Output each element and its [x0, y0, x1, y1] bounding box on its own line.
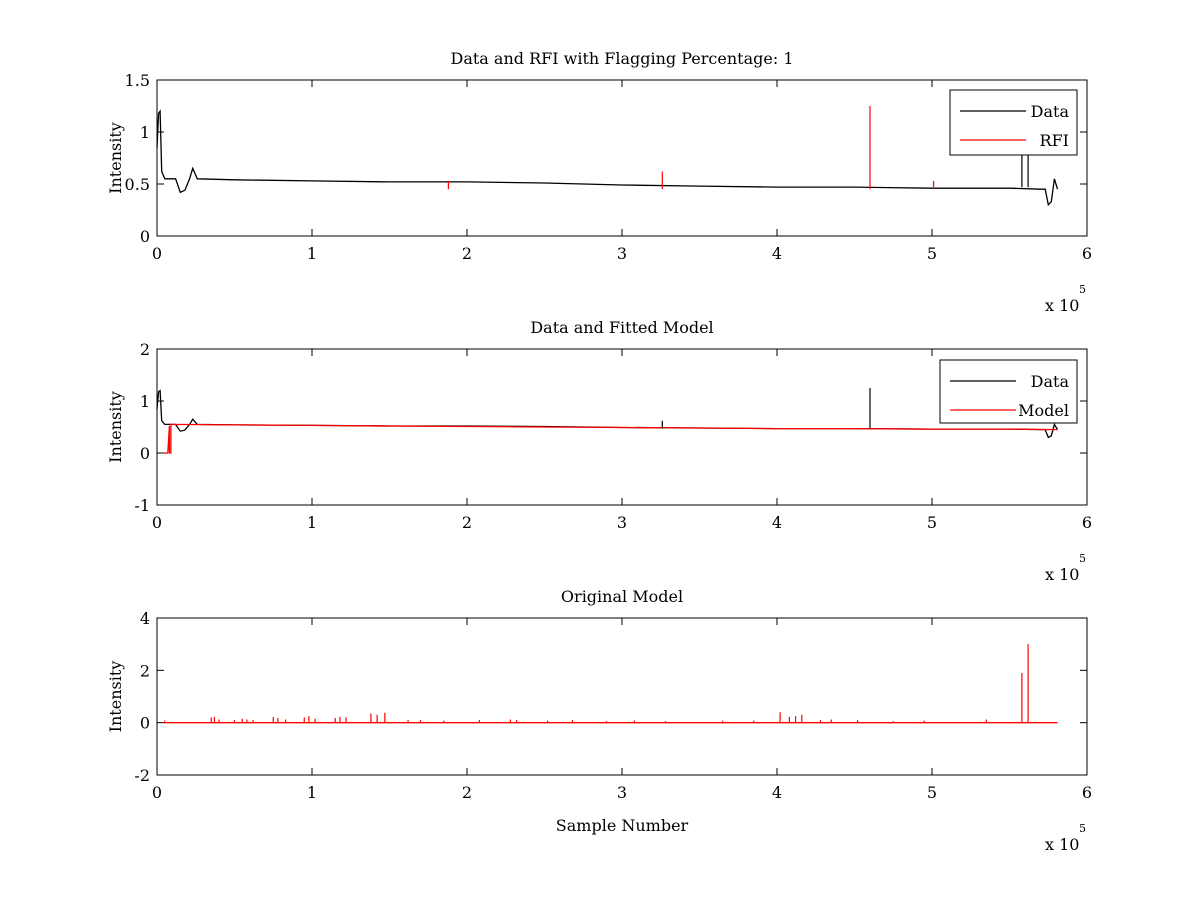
plot-1-x-tick-label: 5 [927, 244, 937, 263]
plot-2-x-tick-label: 0 [152, 513, 162, 532]
plot-1-y-tick-label: 0.5 [125, 175, 150, 194]
plot-2-x-tick-label: 2 [462, 513, 472, 532]
plot-2-legend-label-model: Model [1018, 401, 1069, 420]
plot-1-series-data-line [156, 109, 1059, 207]
plot-2-x-tick-label: 3 [617, 513, 627, 532]
plot-2-legend-label-data: Data [1031, 372, 1070, 391]
plot-3-y-tick-label: -2 [134, 766, 150, 785]
plot-1-x-tick-label: 1 [307, 244, 317, 263]
plot-3-y-tick-label: 0 [140, 714, 150, 733]
plot-3-x-tick-label: 5 [927, 783, 937, 802]
plot-3-x-axis-label: Sample Number [556, 816, 689, 835]
plot-2-x-tick-label: 4 [772, 513, 782, 532]
plot-2-y-axis-label: Intensity [106, 391, 125, 463]
plot-1-axes-box [156, 79, 1088, 237]
plot-1-x-exponent-power: 5 [1079, 283, 1086, 296]
plot-2-x-exponent-power: 5 [1079, 552, 1086, 565]
plot-3-x-tick-label: 6 [1082, 783, 1092, 802]
plot-1-x-tick-label: 4 [772, 244, 782, 263]
plot-3-x-tick-label: 3 [617, 783, 627, 802]
plot-3-y-tick-label: 2 [140, 661, 150, 680]
plot-2-y-tick-label: 1 [140, 392, 150, 411]
plot-2-x-exponent-base: x 10 [1045, 565, 1079, 584]
plot-1-y-axis-label: Intensity [106, 122, 125, 194]
plot-3-x-tick-label: 4 [772, 783, 782, 802]
plot-1-x-exponent-base: x 10 [1045, 296, 1079, 315]
plot-3-y-axis-label: Intensity [106, 661, 125, 733]
plot-3-title: Original Model [561, 587, 683, 606]
plot-2-y-tick-label: -1 [134, 496, 150, 515]
plot-1-y-tick-label: 1.5 [125, 71, 150, 90]
plot-3-x-tick-label: 2 [462, 783, 472, 802]
plot-3-axes-box [156, 617, 1088, 776]
plot-1-y-tick-label: 0 [140, 227, 150, 246]
plot-2-title: Data and Fitted Model [530, 318, 713, 337]
plot-2-x-tick-label: 6 [1082, 513, 1092, 532]
plot-1-x-tick-label: 2 [462, 244, 472, 263]
plot-3-x-tick-label: 1 [307, 783, 317, 802]
plot-3-x-exponent-base: x 10 [1045, 835, 1079, 854]
plot-1-x-tick-label: 3 [617, 244, 627, 263]
plot-1-legend-label-rfi: RFI [1040, 131, 1069, 150]
plot-1-y-tick-label: 1 [140, 123, 150, 142]
plot-1-legend-box [949, 89, 1078, 156]
plot-2-legend-box [939, 359, 1078, 424]
plot-2-x-tick-label: 1 [307, 513, 317, 532]
plot-2-y-tick-label: 2 [140, 340, 150, 359]
plot-1-group: 0 1 2 3 4 5 6 0 0.5 1 1.5 Data and RFI with Flaggin… [106, 49, 1092, 315]
plot-1-legend-label-data: Data [1031, 102, 1070, 121]
plot-1-x-tick-label: 6 [1082, 244, 1092, 263]
plot-2-series-model-line [163, 423, 1058, 454]
plot-1-title: Data and RFI with Flagging Percentage: 1 [450, 49, 793, 68]
plot-2-y-tick-label: 0 [140, 444, 150, 463]
plot-1-x-tick-label: 0 [152, 244, 162, 263]
plot-2-x-tick-label: 5 [927, 513, 937, 532]
plot-3-y-tick-label: 4 [140, 609, 150, 628]
plot-3-x-tick-label: 0 [152, 783, 162, 802]
plot-3-x-exponent-power: 5 [1079, 822, 1086, 835]
